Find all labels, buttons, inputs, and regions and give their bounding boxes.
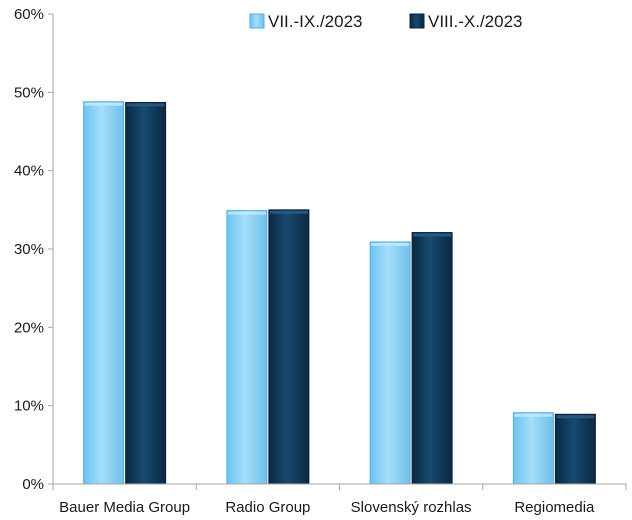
y-tick-label: 10% bbox=[14, 398, 44, 415]
legend: VII.-IX./2023 VIII.-X./2023 bbox=[249, 12, 523, 31]
legend-swatch-1 bbox=[409, 13, 425, 29]
bar-s1-3 bbox=[554, 413, 596, 485]
y-tick-label: 30% bbox=[14, 241, 44, 258]
bar-top-highlight bbox=[371, 242, 410, 246]
bar-s1-2 bbox=[411, 232, 453, 485]
bar-top-highlight bbox=[269, 210, 308, 214]
bar-top-highlight bbox=[413, 233, 452, 237]
category-label: Bauer Media Group bbox=[59, 499, 190, 516]
bar-s0-1 bbox=[226, 210, 268, 485]
bar-top-highlight bbox=[84, 102, 123, 106]
legend-label-0: VII.-IX./2023 bbox=[268, 12, 363, 31]
axes-group: 0% 10% 20% 30% 40% 50% 60% Bauer Media Group Rad… bbox=[14, 6, 627, 516]
y-tick-label: 60% bbox=[14, 6, 44, 23]
bar-s0-0 bbox=[83, 101, 125, 485]
y-tick-label: 20% bbox=[14, 319, 44, 336]
category-label: Slovenský rozhlas bbox=[351, 499, 472, 516]
bar-s0-2 bbox=[369, 241, 411, 485]
bar-top-highlight bbox=[556, 415, 595, 419]
bar-top-highlight bbox=[514, 413, 553, 417]
y-tick-label: 40% bbox=[14, 163, 44, 180]
y-tick-label: 50% bbox=[14, 84, 44, 101]
bar-s1-0 bbox=[125, 102, 167, 485]
category-label: Regiomedia bbox=[514, 499, 595, 516]
bars-group bbox=[83, 101, 596, 485]
bar-top-highlight bbox=[126, 103, 165, 107]
category-label: Radio Group bbox=[225, 499, 310, 516]
legend-label-1: VIII.-X./2023 bbox=[428, 12, 523, 31]
legend-swatch-0 bbox=[249, 13, 265, 29]
bar-s0-3 bbox=[512, 412, 554, 485]
bar-s1-1 bbox=[268, 209, 310, 485]
bar-top-highlight bbox=[227, 211, 266, 215]
y-tick-label: 0% bbox=[22, 476, 44, 493]
